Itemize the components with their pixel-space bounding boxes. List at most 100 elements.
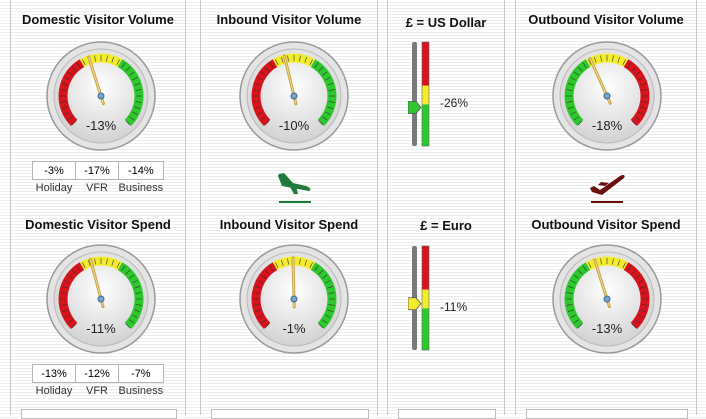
gauge-tick [304, 259, 307, 266]
euro-pct: -11% [440, 300, 468, 314]
gauge-tick [254, 286, 261, 289]
gauge-tick [260, 319, 266, 324]
business-label: Business [118, 182, 164, 194]
gauge-tick [121, 265, 126, 271]
gauge-tick [641, 304, 648, 306]
plane-takeoff-icon [587, 168, 627, 211]
gauge-tick [116, 59, 120, 65]
outbound-spend-gauge[interactable]: -13% [551, 243, 663, 355]
gauge-tick [111, 259, 114, 266]
gauge-tick [573, 116, 579, 121]
gauge-tick [322, 274, 328, 279]
vfr-spend-value: -12% [75, 364, 119, 383]
gauge-tick [260, 116, 266, 121]
gauge-tick [253, 304, 260, 306]
gauge-tick [71, 323, 77, 329]
inbound-volume-title: Inbound Visitor Volume [216, 12, 362, 27]
business-volume-value: -14% [118, 161, 164, 180]
gauge-tick [64, 314, 70, 318]
gauge-tick [318, 323, 324, 329]
gauge-tick [612, 55, 614, 62]
usd-pct: -26% [440, 96, 469, 110]
gauge-band [58, 262, 85, 330]
usd-title: £ = US Dollar [405, 15, 487, 30]
gauge-tick [588, 262, 592, 268]
gauge-tick [94, 55, 96, 62]
gauge-tick [570, 77, 576, 81]
gauge-tick [125, 66, 131, 72]
gauge-tick [281, 56, 284, 63]
gauge-tick [640, 83, 647, 86]
domestic-volume-pct: -13% [85, 118, 117, 133]
gauge-band [623, 59, 650, 127]
gauge-tick [570, 314, 576, 318]
gauge-tick [61, 83, 68, 86]
gauge-tick [567, 106, 574, 109]
gauge-tick [638, 77, 644, 81]
gauge-tick [566, 89, 573, 91]
gauge-tick [640, 106, 647, 109]
bar-band-green [422, 308, 429, 350]
domestic-spend-gauge[interactable]: -11% [45, 243, 157, 355]
inbound-volume-gauge[interactable]: -10% [238, 40, 350, 152]
gauge-band [310, 59, 337, 127]
bar-band-red [422, 246, 429, 290]
gauge-tick [567, 83, 574, 86]
gauge-tick [617, 56, 620, 63]
gauge-band [564, 262, 591, 330]
gauge-tick [94, 258, 96, 265]
gauge-tick [635, 274, 641, 279]
gauge-tick [64, 111, 70, 115]
gauge-tick [71, 120, 77, 126]
domestic-volume-gauge[interactable]: -13% [45, 40, 157, 152]
inbound-spend-gauge[interactable]: -1% [238, 243, 350, 355]
gauge-tick [88, 259, 91, 266]
gauge-tick [82, 59, 86, 65]
holiday-label: Holiday [35, 385, 73, 397]
gauge-tick [325, 111, 331, 115]
gauge-tick [627, 62, 632, 68]
bar-band-yellow [422, 289, 429, 309]
gauge-tick [129, 319, 135, 324]
gauge-tick [322, 319, 328, 324]
gauge-tick [612, 258, 614, 265]
gauge-tick [275, 59, 279, 65]
gauge-tick [253, 101, 260, 103]
gauge-tick [287, 55, 289, 62]
gauge-tick [254, 106, 261, 109]
bar-marker [408, 297, 422, 311]
gauge-tick [327, 83, 334, 86]
gauge-tick [60, 101, 67, 103]
usd-indicator[interactable]: -26% [388, 40, 508, 160]
gauge-tick [134, 309, 141, 312]
gauge-tick [318, 269, 324, 275]
gauge-hub [603, 295, 611, 303]
gauge-tick [253, 89, 260, 91]
gauge-tick [325, 280, 331, 284]
gauge-tick [641, 101, 648, 103]
gauge-tick [111, 56, 114, 63]
scroll-strip [211, 409, 369, 419]
gauge-tick [61, 286, 68, 289]
euro-indicator[interactable]: -11% [388, 244, 508, 364]
gauge-tick [82, 262, 86, 268]
domestic-panel: Domestic Visitor Volume -13% -3% -17% -1… [10, 0, 186, 419]
vfr-label: VFR [86, 385, 108, 397]
gauge-tick [60, 292, 67, 294]
gauge-tick [269, 265, 274, 271]
gauge-tick [135, 304, 142, 306]
gauge-tick [577, 120, 583, 126]
outbound-volume-gauge[interactable]: -18% [551, 40, 663, 152]
gauge-tick [635, 71, 641, 76]
gauge-tick [600, 55, 602, 62]
holiday-volume-value: -3% [32, 161, 76, 180]
gauge-tick [617, 259, 620, 266]
domestic-volume-breakdown: -3% -17% -14% Holiday VFR Business [32, 161, 164, 196]
gauge-tick [622, 262, 626, 268]
holiday-label: Holiday [35, 182, 73, 194]
gauge-tick [129, 71, 135, 76]
gauge-tick [325, 77, 331, 81]
gauge-tick [318, 66, 324, 72]
gauge-tick [600, 258, 602, 265]
gauge-band [251, 262, 278, 330]
